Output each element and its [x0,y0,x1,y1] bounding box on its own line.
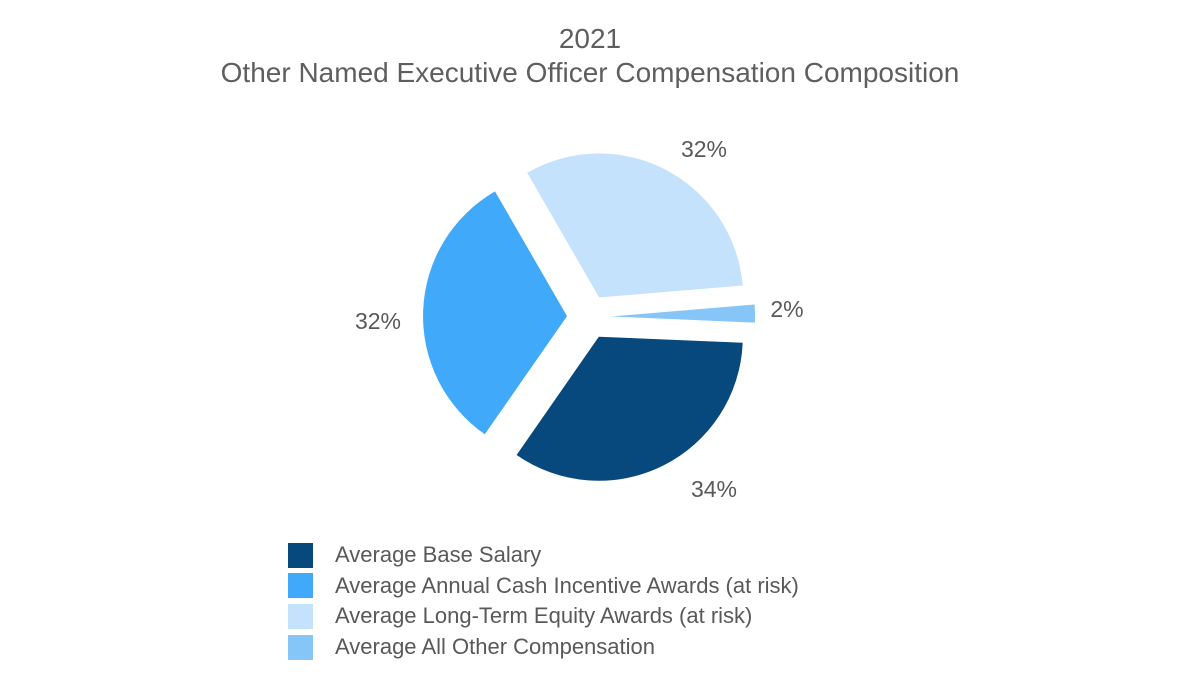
legend-label: Average All Other Compensation [335,634,655,660]
legend-swatch [288,542,313,568]
chart-legend: Average Base Salary Average Annual Cash … [288,540,799,662]
legend-swatch [288,573,313,599]
chart-title-year: 2021 [558,23,622,54]
legend-item-annual-cash-incentive[interactable]: Average Annual Cash Incentive Awards (at… [288,571,799,602]
slice-percent-label: 34% [691,476,737,502]
pie-slice-1[interactable] [423,191,567,435]
legend-label: Average Base Salary [335,542,542,568]
pie-slice-0[interactable] [516,336,743,481]
slice-percent-label: 32% [355,308,401,334]
pie-slice-3[interactable] [611,304,756,323]
legend-item-all-other-compensation[interactable]: Average All Other Compensation [288,632,799,663]
chart-title-main: Other Named Executive Officer Compensati… [220,57,960,88]
slice-percent-label: 2% [770,296,803,322]
legend-item-long-term-equity[interactable]: Average Long-Term Equity Awards (at risk… [288,601,799,632]
legend-swatch [288,634,313,660]
legend-item-base-salary[interactable]: Average Base Salary [288,540,799,571]
legend-label: Average Annual Cash Incentive Awards (at… [335,572,799,598]
legend-swatch [288,603,313,629]
pie-slice-2[interactable] [527,153,743,298]
legend-label: Average Long-Term Equity Awards (at risk… [335,603,753,629]
slice-percent-label: 32% [681,136,727,162]
chart-title: 2021 Other Named Executive Officer Compe… [0,22,1180,90]
